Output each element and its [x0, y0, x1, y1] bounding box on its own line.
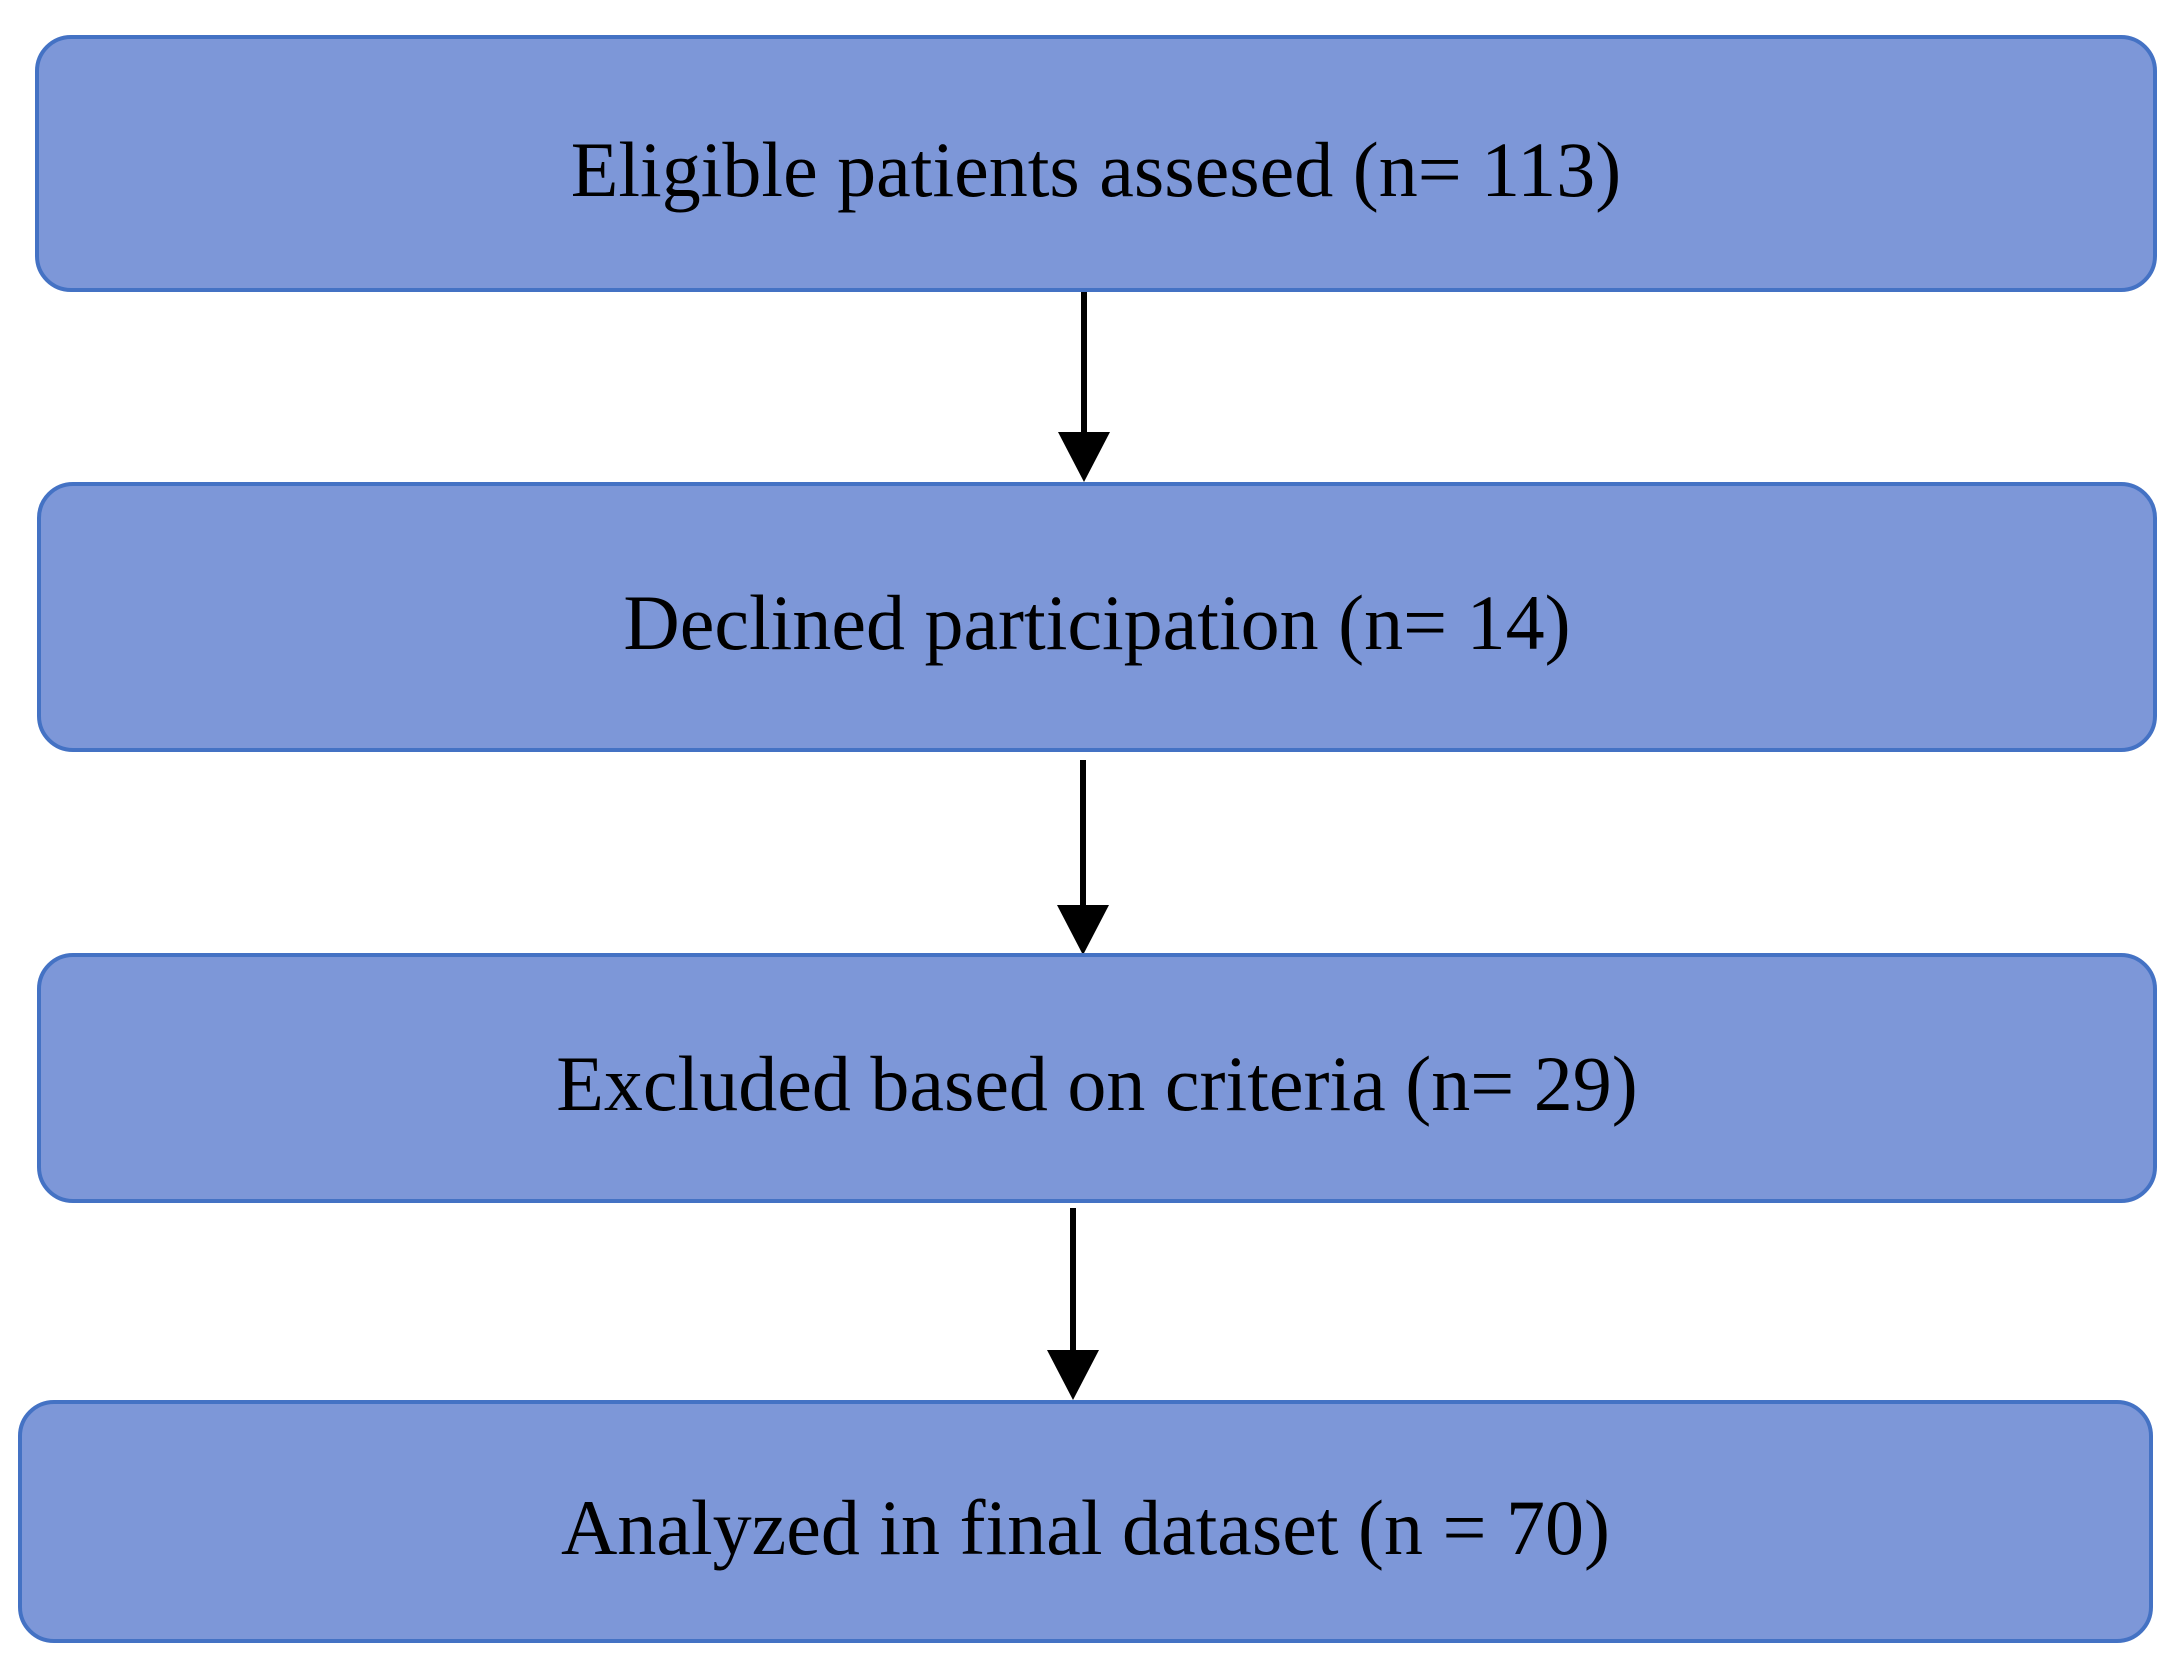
flow-box-label: Analyzed in final dataset (n = 70) [561, 1483, 1610, 1571]
flow-box-label: Excluded based on criteria (n= 29) [556, 1040, 1638, 1128]
flow-box-analyzed-dataset: Analyzed in final dataset (n = 70) [18, 1400, 2153, 1643]
arrow-down-icon [1058, 432, 1110, 482]
arrow-shaft [1070, 1208, 1076, 1352]
flow-box-excluded-criteria: Excluded based on criteria (n= 29) [37, 953, 2157, 1203]
flow-box-eligible-patients: Eligible patients assesed (n= 113) [35, 35, 2157, 292]
arrow-shaft [1080, 760, 1086, 907]
arrow-down-icon [1047, 1350, 1099, 1400]
flow-box-declined-participation: Declined participation (n= 14) [37, 482, 2157, 752]
flow-box-label: Eligible patients assesed (n= 113) [570, 125, 1622, 213]
flow-box-label: Declined participation (n= 14) [623, 579, 1571, 667]
arrow-shaft [1081, 292, 1087, 434]
arrow-down-icon [1057, 905, 1109, 955]
